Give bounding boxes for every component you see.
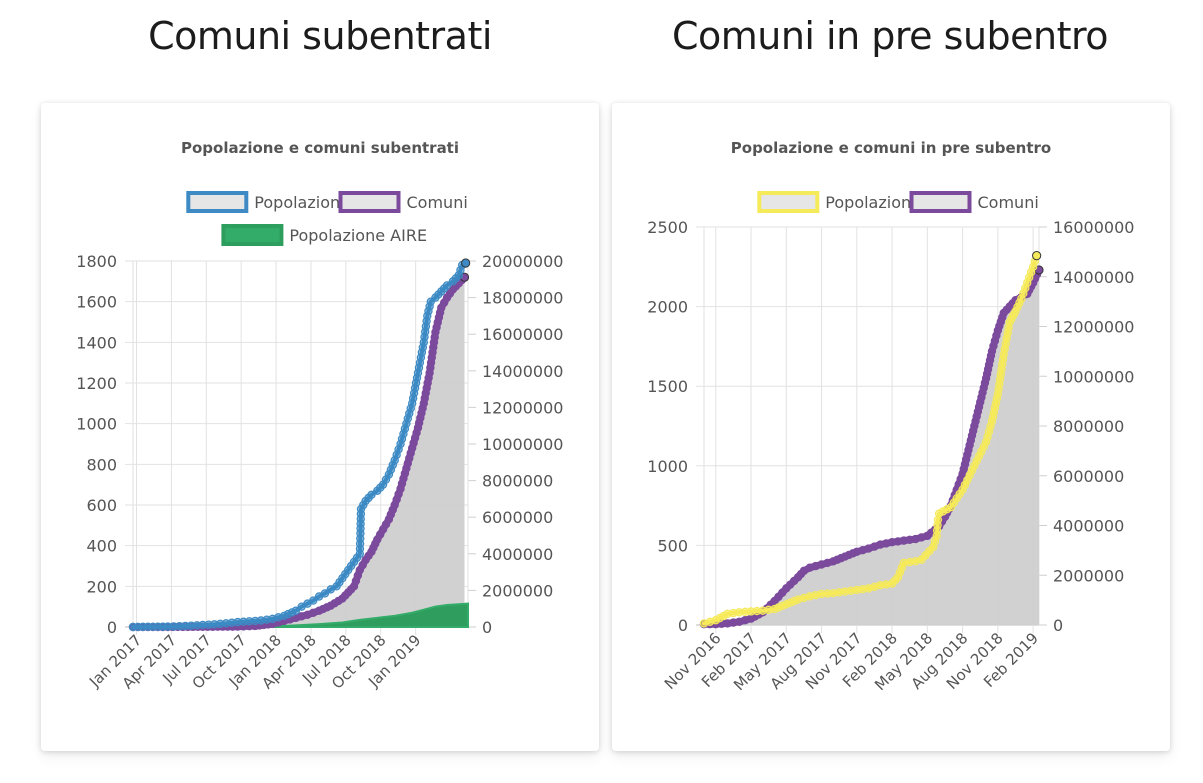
y-left-tick: 800 (86, 455, 117, 474)
legend-swatch (338, 191, 401, 213)
y-right-tick: 18000000 (482, 289, 563, 308)
legend-item: Popolazione (757, 191, 921, 213)
legend-label: Comuni (407, 193, 468, 212)
y-right-tick: 0 (1053, 616, 1063, 635)
chart-card-subentrati: Popolazione e comuni subentrati Popolazio… (41, 103, 599, 751)
chart-title: Popolazione e comuni in pre subentro (731, 139, 1051, 157)
data-point (367, 490, 376, 500)
page-title-left: Comuni subentrati (148, 14, 492, 58)
y-left-tick: 0 (107, 618, 117, 637)
y-right-tick: 14000000 (1053, 268, 1134, 287)
y-left-tick: 400 (86, 537, 117, 556)
y-right-tick: 10000000 (1053, 367, 1134, 386)
y-left-tick: 2500 (647, 218, 688, 237)
y-right-tick: 10000000 (482, 435, 563, 454)
data-point (320, 589, 330, 598)
y-left-tick: 500 (657, 536, 688, 555)
y-right-tick: 8000000 (1053, 417, 1124, 436)
y-left-tick: 1500 (647, 377, 688, 396)
y-right-tick: 8000000 (482, 472, 553, 491)
y-right-tick: 0 (482, 618, 492, 637)
y-right-tick: 2000000 (1053, 566, 1124, 585)
y-left-tick: 200 (86, 577, 117, 596)
y-right-tick: 4000000 (1053, 517, 1124, 536)
area-fill (133, 277, 465, 627)
y-left-tick: 1200 (76, 374, 117, 393)
legend-label: Comuni (978, 193, 1039, 212)
y-left-tick: 0 (678, 616, 688, 635)
series-area-aire (249, 602, 469, 628)
legend-swatch (757, 191, 820, 213)
y-right-tick: 4000000 (482, 545, 553, 564)
area-fill (704, 269, 1039, 625)
data-point (461, 258, 471, 268)
chart-card-pre-subentro: Popolazione e comuni in pre subentro Popo… (612, 103, 1170, 751)
page-title-right: Comuni in pre subentro (671, 14, 1109, 58)
data-point (291, 606, 301, 615)
legend-swatch (221, 224, 284, 246)
y-right-tick: 14000000 (482, 362, 563, 381)
data-point (442, 281, 452, 290)
series-markers-comuni (699, 265, 1044, 629)
chart-pre-subentro: Popolazione e comuni in pre subentro Popo… (647, 139, 1134, 694)
chart-subentrati: Popolazione e comuni subentrati Popolazio… (76, 139, 563, 693)
data-point (309, 596, 318, 605)
legend-item: Popolazione AIRE (221, 224, 427, 246)
y-left-tick: 1000 (647, 457, 688, 476)
legend-swatch (186, 191, 249, 213)
y-left-tick: 1600 (76, 293, 117, 312)
y-left-tick: 1400 (76, 333, 117, 352)
legend-label: Popolazione (254, 193, 350, 212)
legend-item: Popolazione (186, 191, 350, 213)
legend-item: Comuni (338, 191, 468, 213)
legend-label: Popolazione (825, 193, 921, 212)
y-right-tick: 6000000 (1053, 467, 1124, 486)
y-right-tick: 12000000 (482, 398, 563, 417)
legend-swatch (909, 191, 972, 213)
chart-title: Popolazione e comuni subentrati (181, 139, 459, 157)
y-right-tick: 16000000 (482, 325, 563, 344)
y-left-tick: 1800 (76, 252, 117, 271)
data-point (1032, 251, 1042, 261)
legend-item: Comuni (909, 191, 1039, 213)
y-right-tick: 2000000 (482, 581, 553, 600)
y-right-tick: 6000000 (482, 508, 553, 527)
y-right-tick: 16000000 (1053, 218, 1134, 237)
y-left-tick: 600 (86, 496, 117, 515)
series-markers-popolazione (699, 251, 1042, 628)
series-markers-popolazione (128, 258, 471, 632)
y-right-tick: 12000000 (1053, 318, 1134, 337)
y-left-tick: 1000 (76, 415, 117, 434)
legend-label: Popolazione AIRE (289, 226, 427, 245)
y-right-tick: 20000000 (482, 252, 563, 271)
y-left-tick: 2000 (647, 298, 688, 317)
